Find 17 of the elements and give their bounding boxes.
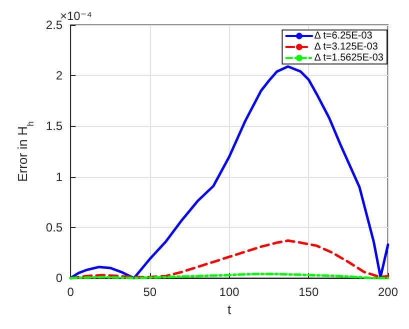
y-axis-title: Error in Hh: [15, 121, 36, 182]
y-tick-label: 1: [56, 170, 63, 184]
x-tick-label: 200: [378, 285, 398, 300]
x-tick-label: 0: [67, 285, 74, 300]
x-axis-title: t: [227, 302, 232, 317]
y-tick-label: 2: [56, 68, 63, 83]
y-tick-label: 0: [56, 271, 63, 286]
legend-label: Δ t=6.25E-03: [314, 30, 373, 42]
legend-label: Δ t=3.125E-03: [314, 42, 378, 52]
y-tick-label: 0.5: [46, 220, 63, 234]
x-tick-label: 100: [219, 285, 240, 300]
text: ×10⁻⁴: [60, 9, 92, 23]
legend-label: Δ t=1.5625E-03: [314, 52, 384, 64]
y-tick-label: 2.5: [46, 18, 63, 32]
x-tick-label: 150: [298, 285, 319, 300]
x-tick-label: 50: [143, 285, 157, 300]
y-tick-label: 1.5: [46, 119, 63, 134]
